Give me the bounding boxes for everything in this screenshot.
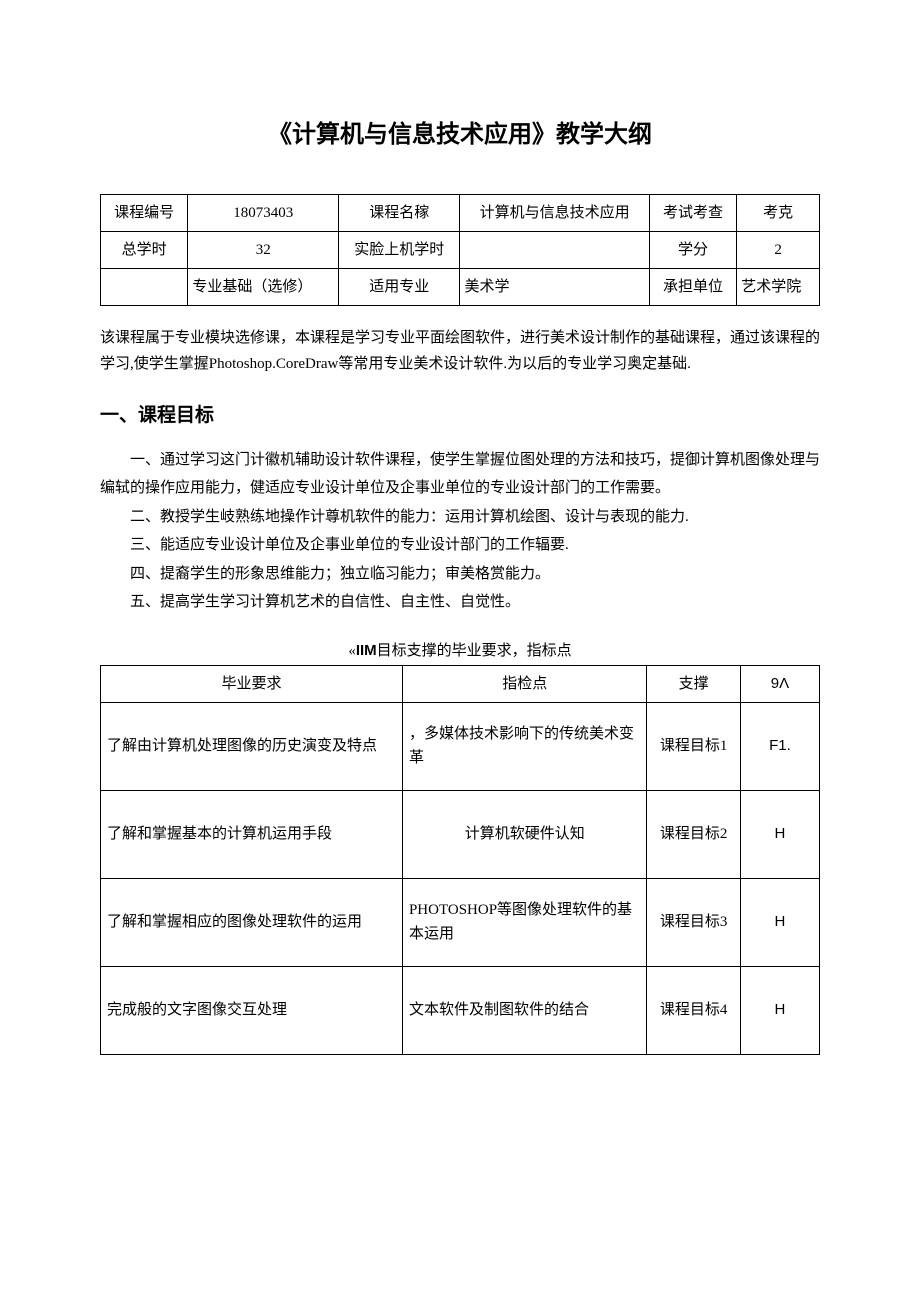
req-cell: 课程目标3: [647, 878, 740, 966]
info-cell: 总学时: [101, 232, 188, 269]
info-cell: 艺术学院: [737, 269, 820, 306]
intro-paragraph: 该课程属于专业模块选修课，本课程是学习专业平面绘图软件，进行美术设计制作的基础课…: [100, 326, 820, 377]
req-cell: 课程目标1: [647, 702, 740, 790]
document-title: 《计算机与信息技术应用》教学大纲: [100, 116, 820, 154]
req-cell: H: [740, 790, 819, 878]
goal-item: 二、教授学生岐熟练地操作计尊机软件的能力：运用计算机绘图、设计与表现的能力.: [100, 503, 820, 532]
caption-suffix: 目标支撑的毕业要求，指标点: [377, 643, 572, 659]
req-cell: 了解和掌握基本的计算机运用手段: [101, 790, 403, 878]
info-cell: 考克: [737, 195, 820, 232]
req-th-3: 支撑: [647, 665, 740, 702]
req-cell: H: [740, 878, 819, 966]
req-cell: ，多媒体技术影响下的传统美术变革: [402, 702, 646, 790]
req-cell: 课程目标2: [647, 790, 740, 878]
req-cell: 了解和掌握相应的图像处理软件的运用: [101, 878, 403, 966]
info-cell: [460, 232, 649, 269]
info-cell: 课程编号: [101, 195, 188, 232]
info-cell: 实脸上机学时: [339, 232, 460, 269]
table-caption: «IIM目标支撑的毕业要求，指标点: [100, 639, 820, 663]
goal-item: 四、提裔学生的形象思维能力；独立临习能力；审美格赏能力。: [100, 560, 820, 589]
req-cell: 计算机软硬件认知: [402, 790, 646, 878]
caption-prefix: «: [348, 643, 356, 659]
req-cell: H: [740, 966, 819, 1054]
req-cell: 课程目标4: [647, 966, 740, 1054]
info-cell: 考试考查: [649, 195, 736, 232]
req-th-4: 9Λ: [740, 665, 819, 702]
info-cell: 2: [737, 232, 820, 269]
info-cell: 专业基础（选修）: [188, 269, 339, 306]
goal-item: 三、能适应专业设计单位及企事业单位的专业设计部门的工作辐要.: [100, 531, 820, 560]
info-cell: 计算机与信息技术应用: [460, 195, 649, 232]
req-cell: F1.: [740, 702, 819, 790]
course-info-table: 课程编号18073403课程名稼计算机与信息技术应用考试考查考克总学时32实脸上…: [100, 194, 820, 306]
goal-item: 五、提高学生学习计算机艺术的自信性、自主性、自觉性。: [100, 588, 820, 617]
requirements-table: 毕业要求 指检点 支撑 9Λ 了解由计算机处理图像的历史演变及特点，多媒体技术影…: [100, 665, 820, 1055]
req-cell: 完成般的文字图像交互处理: [101, 966, 403, 1054]
caption-bold: IIM: [356, 642, 377, 659]
info-cell: 适用专业: [339, 269, 460, 306]
req-cell: 文本软件及制图软件的结合: [402, 966, 646, 1054]
req-cell: PHOTOSHOP等图像处理软件的基本运用: [402, 878, 646, 966]
goal-item: 一、通过学习这门计徽机辅助设计软件课程，使学生掌握位图处理的方法和技巧，提御计算…: [100, 446, 820, 503]
info-cell: 学分: [649, 232, 736, 269]
info-cell: [101, 269, 188, 306]
req-th-1: 毕业要求: [101, 665, 403, 702]
section-heading-1: 一、课程目标: [100, 401, 820, 431]
info-cell: 18073403: [188, 195, 339, 232]
info-cell: 美术学: [460, 269, 649, 306]
info-cell: 课程名稼: [339, 195, 460, 232]
req-cell: 了解由计算机处理图像的历史演变及特点: [101, 702, 403, 790]
info-cell: 32: [188, 232, 339, 269]
info-cell: 承担单位: [649, 269, 736, 306]
goal-list: 一、通过学习这门计徽机辅助设计软件课程，使学生掌握位图处理的方法和技巧，提御计算…: [100, 446, 820, 617]
req-th-2: 指检点: [402, 665, 646, 702]
